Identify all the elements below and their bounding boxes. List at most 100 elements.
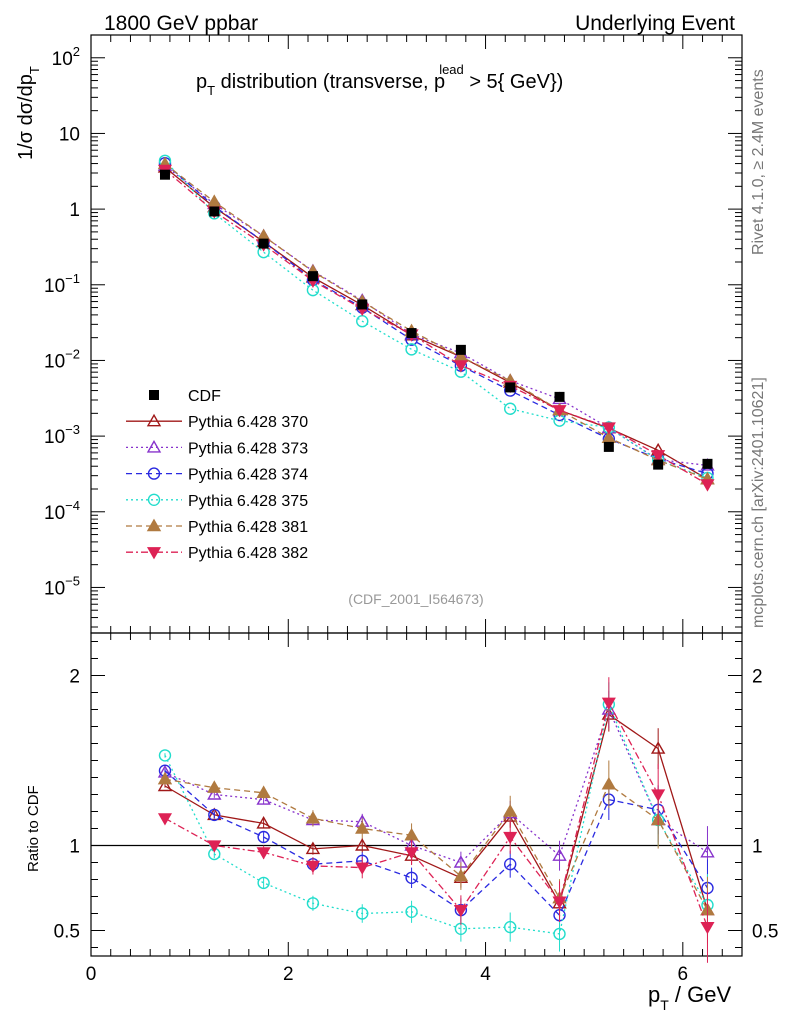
data-point bbox=[702, 458, 713, 469]
data-point bbox=[357, 299, 368, 310]
ratio-series-point bbox=[256, 847, 271, 860]
ratio-series-point bbox=[157, 813, 173, 826]
y-tick-label: 10 bbox=[59, 124, 80, 145]
ratio-series-point bbox=[504, 920, 517, 934]
ratio-y-tick-label: 1 bbox=[69, 837, 80, 858]
ratio-axes: 0 2 4 6 0.5 0.5 1 1 2 2 bbox=[54, 632, 778, 985]
legend-label: Pythia 6.428 373 bbox=[188, 440, 308, 457]
ratio-series-line bbox=[164, 707, 708, 864]
legend-label: Pythia 6.428 374 bbox=[188, 467, 308, 484]
ratio-series-line bbox=[164, 700, 709, 928]
y-tick-label: 10−2 bbox=[44, 346, 80, 372]
ratio-series-point bbox=[453, 904, 468, 918]
ratio-plot-area bbox=[157, 677, 715, 963]
series-point bbox=[651, 450, 666, 463]
ratio-y-tick-label-right: 1 bbox=[752, 837, 763, 858]
series-line bbox=[164, 166, 708, 480]
legend-entry: Pythia 6.428 382 bbox=[126, 545, 308, 562]
y-tick-base: 10 bbox=[44, 503, 65, 524]
ratio-series-point bbox=[504, 858, 517, 871]
ratio-series-point bbox=[552, 848, 567, 861]
ratio-series-point bbox=[256, 792, 271, 805]
ratio-series-point bbox=[207, 780, 222, 793]
ratio-y-tick-label-right: 0.5 bbox=[752, 922, 778, 943]
data-point bbox=[406, 328, 417, 339]
ratio-y-tick-label: 2 bbox=[69, 667, 80, 688]
legend-label: CDF bbox=[188, 388, 221, 405]
y-tick-base: 1 bbox=[69, 200, 80, 221]
y-tick-base: 10 bbox=[44, 276, 65, 297]
ratio-series-point bbox=[157, 771, 173, 785]
ratio-series-point bbox=[207, 840, 222, 853]
y-tick-exp: −1 bbox=[65, 271, 80, 286]
y-tick-exp: −5 bbox=[65, 573, 80, 588]
ratio-frame bbox=[90, 632, 743, 957]
ratio-series-point bbox=[651, 789, 666, 802]
mcplots-label: mcplots.cern.ch [arXiv:2401.10621] bbox=[750, 377, 767, 628]
y-tick-label: 10−3 bbox=[44, 422, 80, 448]
title-end: > 5{ GeV}) bbox=[464, 71, 564, 93]
legend-label: Pythia 6.428 381 bbox=[188, 519, 308, 536]
header-right: Underlying Event bbox=[575, 12, 735, 35]
series-point bbox=[405, 343, 418, 356]
data-point bbox=[258, 238, 269, 249]
y-tick-base: 10 bbox=[44, 351, 65, 372]
data-point bbox=[603, 441, 614, 452]
ratio-series-point bbox=[207, 787, 222, 800]
data-point bbox=[554, 391, 565, 402]
ratio-series-point bbox=[405, 905, 418, 918]
ratio-series-point bbox=[305, 841, 321, 855]
ratio-series-point bbox=[355, 862, 370, 875]
ratio-series-point bbox=[404, 847, 419, 860]
y-tick-exp: 2 bbox=[73, 44, 80, 59]
data-point bbox=[653, 459, 664, 470]
ratio-series-point bbox=[158, 749, 172, 762]
legend-marker bbox=[146, 439, 162, 453]
y-tick-base: 10 bbox=[52, 49, 73, 70]
data-point bbox=[159, 169, 170, 180]
ratio-series-point bbox=[305, 860, 320, 874]
legend-marker bbox=[146, 518, 162, 532]
ratio-y-tick-label: 0.5 bbox=[54, 922, 80, 943]
ratio-series-point bbox=[503, 831, 518, 845]
xlabel-end: / GeV bbox=[669, 982, 732, 1007]
ratio-series-point bbox=[552, 896, 567, 909]
ratio-series-line bbox=[164, 770, 709, 917]
y-tick-exp: −4 bbox=[65, 498, 80, 513]
series-line bbox=[164, 163, 708, 480]
title-p-sub: T bbox=[207, 83, 215, 98]
series-line bbox=[164, 169, 708, 485]
series-point bbox=[552, 405, 567, 418]
header-left: 1800 GeV ppbar bbox=[104, 12, 258, 35]
plot-title: pT distribution (transverse, plead > 5{ … bbox=[196, 62, 563, 98]
ratio-series-point bbox=[257, 876, 270, 890]
ratio-series-point bbox=[601, 776, 617, 790]
legend-entry-cdf: CDF bbox=[149, 388, 221, 405]
ratio-series-line bbox=[164, 702, 709, 935]
ratio-ylabel: Ratio to CDF bbox=[25, 785, 42, 872]
ratio-y-tick-label-right: 2 bbox=[752, 667, 763, 688]
ratio-series-point bbox=[208, 808, 221, 822]
legend-marker bbox=[149, 390, 159, 400]
series-point bbox=[601, 422, 616, 435]
legend-entry: Pythia 6.428 370 bbox=[126, 413, 308, 431]
series-point bbox=[504, 402, 517, 415]
y-tick-base: 10 bbox=[59, 124, 80, 145]
y-tick-exp: −2 bbox=[65, 346, 80, 361]
legend: CDF Pythia 6.428 370 Pythia 6.428 373 Pythi… bbox=[126, 388, 308, 562]
data-point bbox=[455, 344, 466, 355]
ratio-series-point bbox=[306, 897, 320, 910]
x-tick-label: 6 bbox=[678, 964, 689, 985]
main-plot-area bbox=[157, 154, 715, 492]
rivet-label: Rivet 4.1.0, ≥ 2.4M events bbox=[750, 69, 767, 255]
ratio-series-point bbox=[256, 815, 271, 829]
legend-label: Pythia 6.428 370 bbox=[188, 414, 308, 431]
ratio-series-point bbox=[256, 785, 271, 798]
y-tick-label: 10−4 bbox=[44, 498, 80, 524]
y-tick-base: 10 bbox=[44, 578, 65, 599]
ratio-series-line bbox=[164, 713, 709, 911]
legend-marker bbox=[147, 467, 161, 480]
main-ylabel-sub: T bbox=[27, 66, 42, 74]
ratio-series-point bbox=[305, 810, 321, 824]
